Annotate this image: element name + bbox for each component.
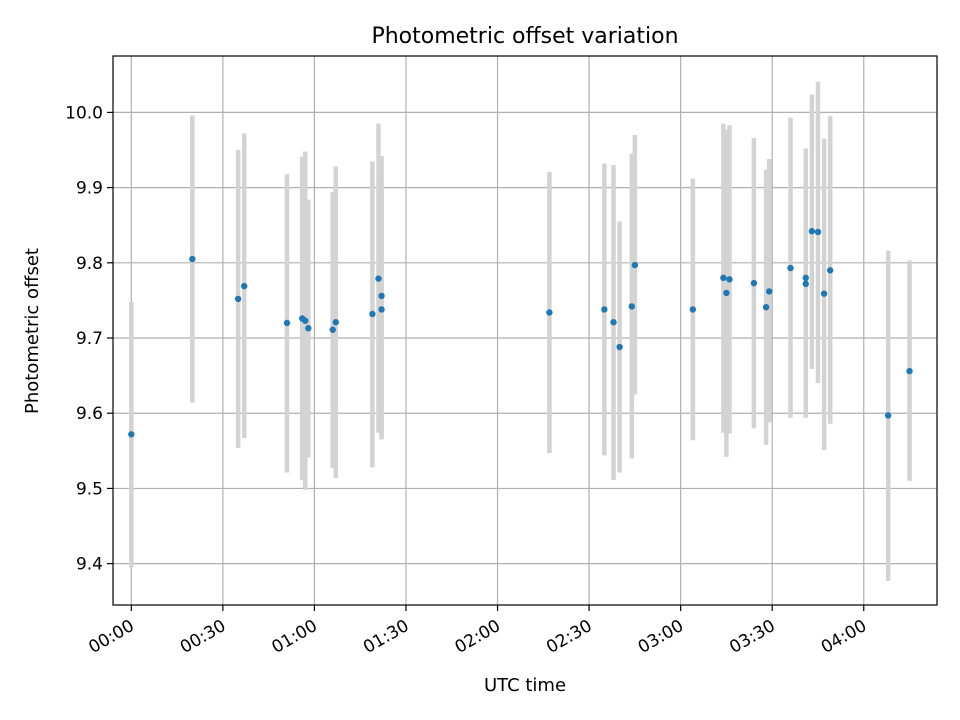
y-tick-label: 9.4 — [76, 555, 103, 575]
data-point — [234, 295, 242, 303]
data-point — [826, 267, 834, 274]
data-point — [820, 290, 828, 297]
data-point — [765, 288, 773, 295]
y-axis: 9.4 9.5 9.6 9.7 9.8 9.9 10.0 — [65, 103, 113, 575]
y-axis-label: Photometric offset — [22, 248, 43, 414]
y-tick-label: 9.9 — [76, 179, 103, 199]
data-point — [546, 309, 553, 316]
data-point — [802, 274, 809, 282]
data-point — [808, 228, 816, 235]
y-tick-label: 9.7 — [76, 329, 103, 349]
x-tick-label: 00:30 — [177, 616, 229, 658]
grid — [113, 56, 937, 605]
data-point — [305, 325, 312, 332]
data-point — [329, 326, 336, 333]
data-point — [189, 255, 196, 263]
data-point — [762, 303, 770, 311]
data-point — [241, 282, 248, 290]
x-tick-label: 01:30 — [360, 616, 412, 658]
y-tick-label: 9.6 — [76, 404, 103, 424]
data-point — [332, 319, 339, 326]
x-tick-label: 04:00 — [818, 616, 870, 658]
data-point — [378, 306, 385, 313]
y-tick-label: 9.5 — [76, 479, 103, 499]
data-point — [369, 310, 376, 318]
data-point — [601, 306, 608, 313]
data-point — [128, 431, 135, 438]
y-tick-label: 10.0 — [65, 103, 103, 123]
data-point — [814, 228, 822, 236]
data-point — [884, 412, 892, 419]
data-point — [283, 319, 291, 327]
data-point — [375, 275, 382, 282]
x-tick-label: 02:00 — [452, 616, 504, 658]
data-point — [689, 306, 697, 313]
chart-title: Photometric offset variation — [371, 24, 678, 49]
data-point — [610, 319, 617, 326]
error-bars — [129, 81, 912, 581]
x-axis: 00:00 00:30 01:00 01:30 02:00 02:30 03:00 03:30… — [85, 605, 870, 658]
data-point — [378, 292, 385, 300]
data-point — [723, 289, 730, 297]
plot-frame — [112, 55, 938, 606]
data-point — [750, 279, 758, 287]
data-point — [616, 343, 623, 351]
data-point — [631, 261, 639, 269]
data-point — [906, 367, 913, 375]
x-tick-label: 02:30 — [543, 616, 595, 658]
x-tick-label: 00:00 — [85, 616, 137, 658]
data-points — [128, 228, 913, 438]
data-point — [726, 276, 733, 283]
y-tick-label: 9.8 — [76, 254, 103, 274]
data-point — [787, 264, 794, 272]
x-tick-label: 03:00 — [635, 616, 687, 658]
data-point — [802, 280, 809, 288]
x-tick-label: 03:30 — [726, 616, 778, 658]
x-tick-label: 01:00 — [268, 616, 320, 658]
data-point — [628, 303, 636, 310]
data-point — [302, 317, 309, 324]
x-axis-label: UTC time — [484, 675, 566, 696]
data-point — [720, 274, 727, 282]
